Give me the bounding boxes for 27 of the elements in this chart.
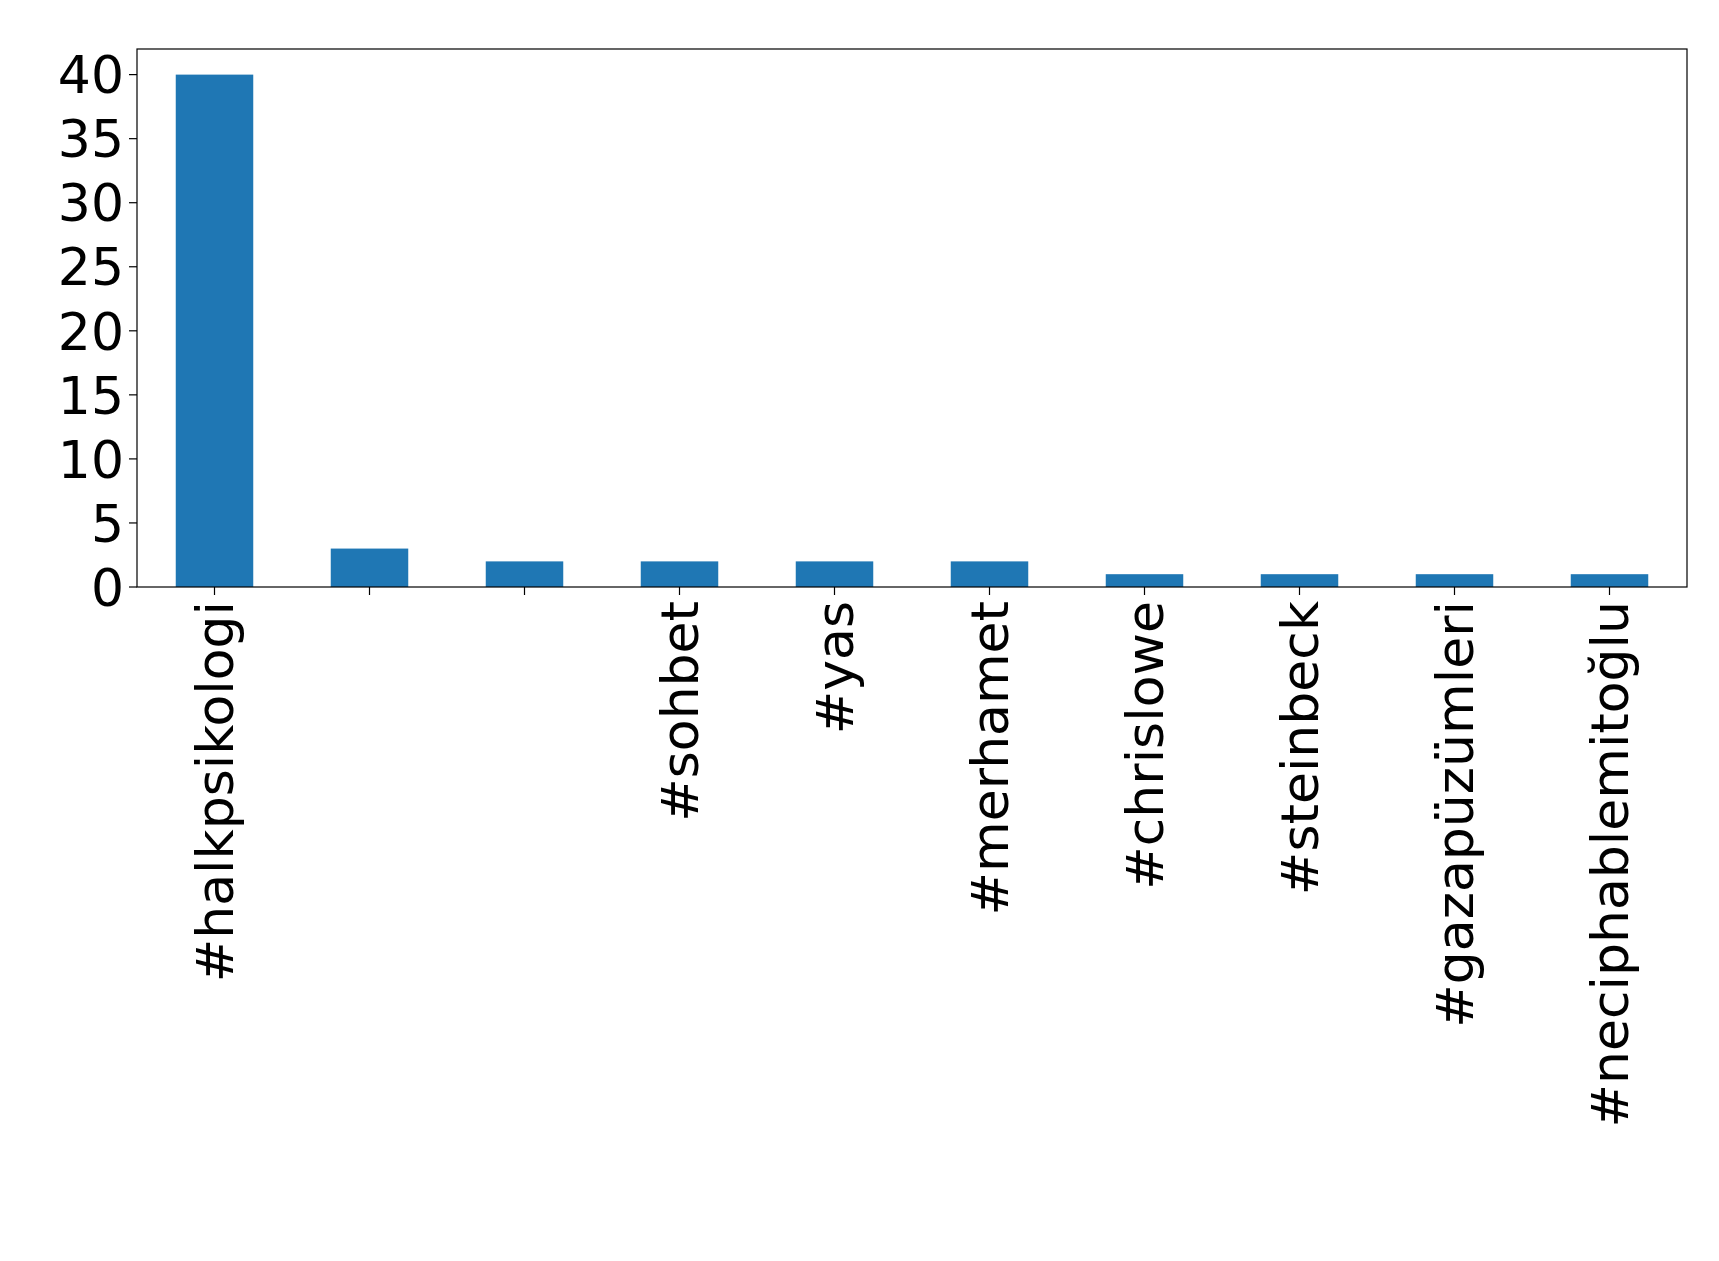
x-tick-label: #neciphablemitoğlu	[1580, 601, 1641, 1128]
x-tick-label: #yas	[805, 601, 866, 735]
y-tick-label: 30	[57, 173, 124, 234]
bar	[950, 561, 1029, 587]
y-tick-label: 0	[90, 557, 124, 618]
x-tick-label: #gazapüzümleri	[1425, 601, 1486, 1028]
y-tick-label: 35	[57, 109, 124, 170]
bar	[1260, 574, 1339, 587]
bar	[640, 561, 719, 587]
bar	[1105, 574, 1184, 587]
x-tick-label: #chrislowe	[1115, 601, 1176, 890]
bar	[485, 561, 564, 587]
y-tick-label: 15	[57, 365, 124, 426]
y-tick-label: 25	[57, 237, 124, 298]
x-tick-label: #steinbeck	[1270, 601, 1331, 896]
bar	[795, 561, 874, 587]
bar	[1415, 574, 1494, 587]
y-tick-label: 40	[57, 45, 124, 106]
x-tick-label: #sohbet	[650, 601, 711, 822]
x-tick-label: #halkpsikologi	[185, 601, 246, 983]
x-tick-label: #merhamet	[960, 601, 1021, 916]
bar	[175, 74, 254, 587]
y-tick-label: 5	[90, 493, 124, 554]
y-tick-label: 20	[57, 301, 124, 362]
bar	[330, 548, 409, 587]
y-tick-label: 10	[57, 429, 124, 490]
bar	[1570, 574, 1649, 587]
